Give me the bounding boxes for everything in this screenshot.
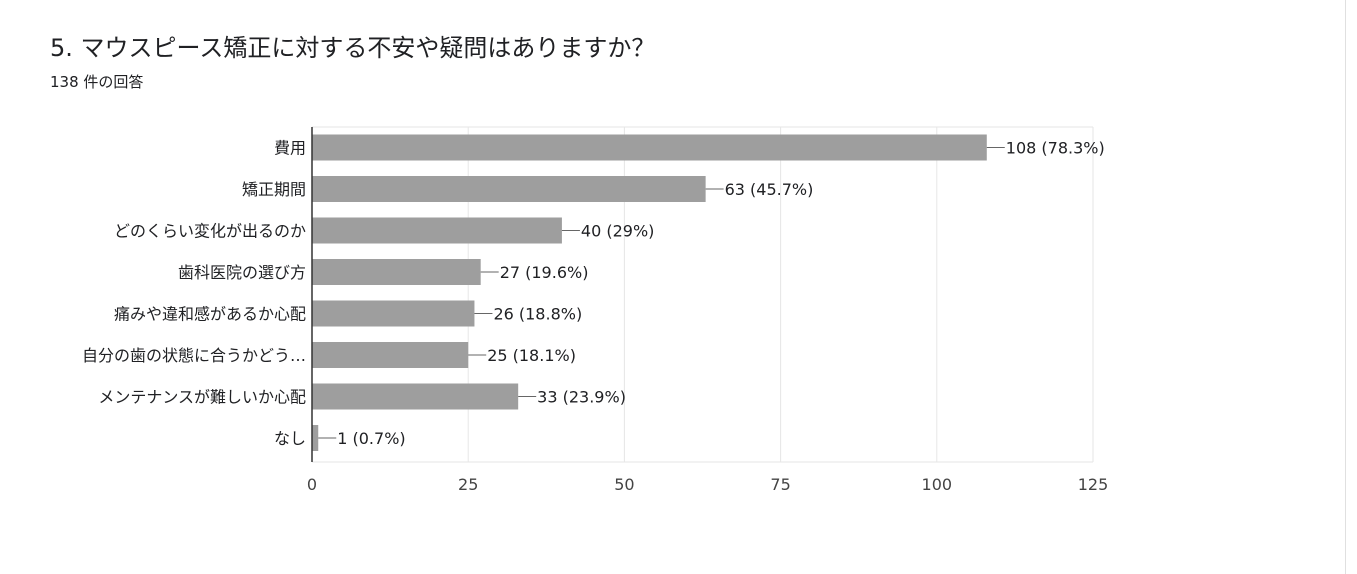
data-label: 26 (18.8%) bbox=[493, 305, 582, 324]
bar bbox=[312, 134, 987, 161]
data-label: 40 (29%) bbox=[581, 222, 655, 241]
bar bbox=[312, 342, 469, 368]
data-label: 63 (45.7%) bbox=[725, 180, 814, 199]
category-label: 自分の歯の状態に合うかどう… bbox=[82, 346, 306, 365]
category-label: 矯正期間 bbox=[242, 180, 306, 199]
category-label: なし bbox=[274, 429, 306, 448]
category-label: どのくらい変化が出るのか bbox=[114, 222, 306, 241]
response-count: 138 件の回答 bbox=[50, 73, 144, 91]
category-label: メンテナンスが難しいか心配 bbox=[98, 388, 306, 407]
category-label: 歯科医院の選び方 bbox=[178, 263, 306, 282]
bar bbox=[312, 300, 475, 327]
data-label: 25 (18.1%) bbox=[487, 346, 576, 365]
x-tick-label: 100 bbox=[922, 475, 953, 494]
category-label: 痛みや違和感があるか心配 bbox=[114, 305, 306, 324]
category-label: 費用 bbox=[274, 139, 306, 158]
bar bbox=[312, 425, 319, 451]
x-tick-label: 25 bbox=[458, 475, 478, 494]
x-tick-label: 125 bbox=[1078, 475, 1109, 494]
x-tick-label: 75 bbox=[770, 475, 790, 494]
data-label: 108 (78.3%) bbox=[1006, 139, 1105, 158]
data-label: 33 (23.9%) bbox=[537, 388, 626, 407]
data-label: 1 (0.7%) bbox=[337, 429, 405, 448]
bar bbox=[312, 176, 706, 202]
x-tick-label: 50 bbox=[614, 475, 634, 494]
data-label: 27 (19.6%) bbox=[500, 263, 589, 282]
question-title: 5. マウスピース矯正に対する不安や疑問はありますか？ bbox=[50, 34, 656, 62]
bar bbox=[312, 259, 481, 285]
x-tick-label: 0 bbox=[307, 475, 317, 494]
bar bbox=[312, 217, 562, 244]
card-edge bbox=[1345, 0, 1346, 574]
bar bbox=[312, 383, 519, 410]
